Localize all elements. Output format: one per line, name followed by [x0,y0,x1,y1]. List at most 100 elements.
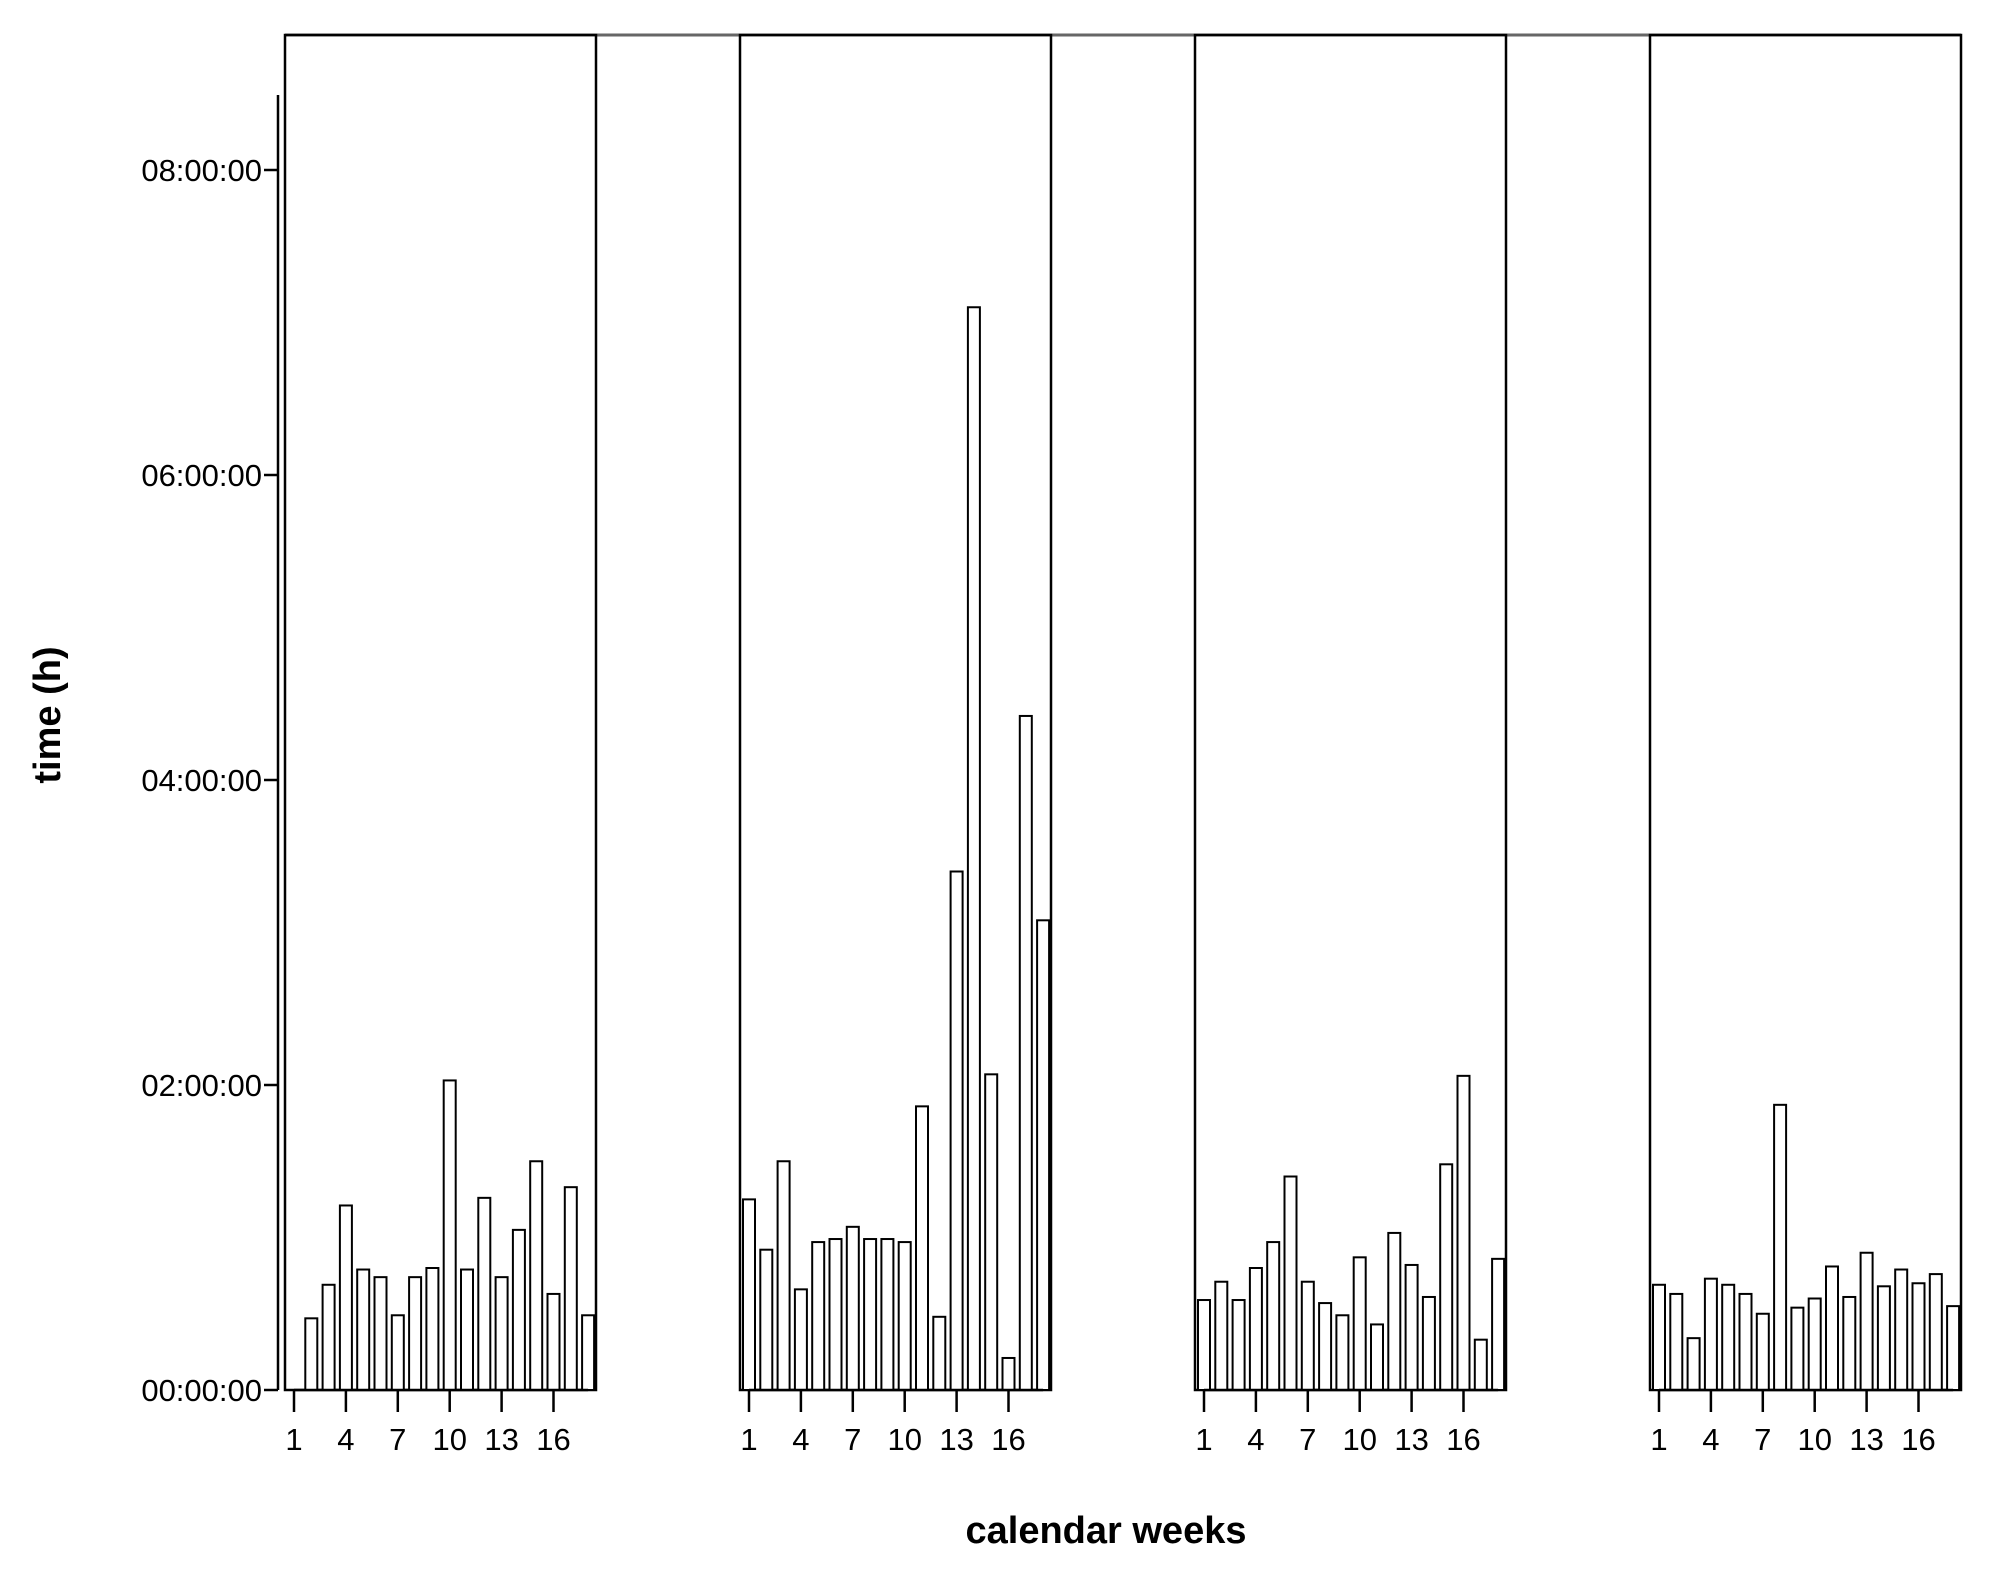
y-tick-label: 00:00:00 [141,1373,262,1408]
bar-panel1-week14 [511,1228,526,1391]
bar-panel3-week6 [1283,1175,1298,1391]
y-tick-label: 08:00:00 [141,153,262,188]
bar-panel3-week1 [1197,1299,1211,1392]
bar-panel2-week7 [845,1225,860,1391]
bar-panel1-week6 [373,1276,388,1392]
bar-panel4-week1 [1652,1283,1666,1392]
bar-panel2-week1 [742,1198,756,1391]
bar-panel4-week6 [1738,1292,1753,1392]
bar-panel3-week13 [1404,1263,1419,1391]
bar-panel4-week12 [1842,1295,1857,1391]
bar-panel3-week5 [1266,1241,1281,1391]
bar-panel4-week13 [1859,1251,1874,1391]
bar-panel4-week8 [1773,1103,1788,1391]
x-tick-label: 1 [1195,1422,1212,1457]
bar-panel1-week13 [494,1276,509,1392]
x-tick-label: 7 [1754,1422,1771,1457]
bar-panel4-week7 [1755,1312,1770,1391]
y-axis: 00:00:00 02:00:00 04:00:00 06:00:00 08:00:00 [141,95,280,1408]
x-axis-title: calendar weeks [966,1510,1247,1552]
bar-panel2-week3 [776,1160,791,1391]
x-tick-label: 1 [1650,1422,1667,1457]
y-tick-label: 06:00:00 [141,458,262,493]
x-tick-label: 10 [1342,1422,1376,1457]
bar-panel1-week3 [321,1283,336,1392]
x-tick-label: 7 [1299,1422,1316,1457]
x-tick-label: 7 [844,1422,861,1457]
x-tick-label: 1 [740,1422,757,1457]
x-tick-label: 16 [991,1422,1025,1457]
x-tick-label: 13 [1394,1422,1428,1457]
panel-frame-1 [283,33,598,1392]
bar-panel1-week10 [442,1079,457,1392]
bar-panel1-week2 [304,1317,319,1391]
x-tick-label: 10 [887,1422,921,1457]
bar-panel4-week15 [1894,1268,1909,1392]
bar-panel1-week8 [408,1276,423,1392]
bar-panel3-week8 [1318,1302,1333,1391]
x-tick-label: 13 [939,1422,973,1457]
bar-panel2-week16 [1001,1356,1016,1391]
bar-panel4-week18 [1946,1305,1961,1391]
panel-frame-4 [1648,33,1963,1392]
x-tick-label: 4 [1247,1422,1264,1457]
bar-panel2-week15 [984,1073,999,1391]
bar-panel2-week2 [759,1248,774,1391]
x-tick-label: 16 [536,1422,570,1457]
bar-panel1-week18 [581,1314,596,1392]
x-tick-label: 10 [1797,1422,1831,1457]
y-tick-label: 02:00:00 [141,1068,262,1103]
bar-panel2-week14 [966,306,981,1391]
x-tick-label: 7 [389,1422,406,1457]
bar-panel3-week9 [1335,1314,1350,1392]
bar-panel1-week5 [356,1268,371,1392]
bar-panel3-week3 [1231,1299,1246,1392]
bar-panel2-week6 [828,1238,843,1392]
x-tick-label: 16 [1901,1422,1935,1457]
x-tick-label: 4 [1702,1422,1719,1457]
x-tick-label: 16 [1446,1422,1480,1457]
x-tick-label: 4 [792,1422,809,1457]
bars [304,306,1961,1392]
bar-panel3-week11 [1370,1323,1384,1392]
bar-panel4-week16 [1911,1282,1926,1391]
bar-panel3-week14 [1421,1295,1436,1391]
bar-panel2-week9 [880,1238,895,1392]
bar-panel3-week18 [1491,1257,1506,1391]
bar-panel3-week2 [1214,1280,1229,1391]
bar-panel1-week17 [563,1186,578,1392]
y-tick-label: 04:00:00 [141,763,262,798]
bar-panel1-week9 [425,1267,440,1391]
bar-panel3-week17 [1473,1338,1488,1392]
bar-panel3-week10 [1352,1256,1367,1391]
bar-panel4-week9 [1790,1306,1805,1392]
x-tick-label: 13 [484,1422,518,1457]
bar-panel4-week5 [1721,1283,1736,1392]
x-axes: 1 4 7 10 13 16 1 4 7 10 13 16 1 4 7 10 13 16 1 4 7 10 13 16 [285,1388,1954,1457]
bar-panel3-week7 [1300,1280,1315,1391]
x-tick-label: 1 [285,1422,302,1457]
bar-panel3-week12 [1387,1231,1402,1392]
bar-panel1-week15 [529,1160,544,1391]
bar-panel4-week4 [1703,1277,1718,1392]
bar-panel4-week14 [1876,1285,1891,1392]
bar-panel4-week10 [1807,1297,1822,1391]
bar-panel2-week4 [793,1288,808,1391]
bar-panel2-week10 [897,1241,912,1391]
bar-panel4-week17 [1928,1273,1943,1391]
x-tick-label: 13 [1849,1422,1883,1457]
x-tick-label: 10 [432,1422,466,1457]
bar-panel2-week18 [1036,919,1051,1391]
bar-panel4-week2 [1669,1292,1684,1392]
bar-panel1-week16 [546,1292,561,1392]
bar-panel2-week17 [1018,714,1033,1391]
bar-panel2-week12 [932,1315,947,1392]
bar-panel4-week11 [1825,1265,1839,1391]
bar-panel1-week12 [477,1196,492,1391]
bar-panel2-week8 [863,1238,878,1392]
bar-panel1-week4 [338,1204,353,1391]
bar-panel3-week4 [1248,1267,1263,1391]
bar-panel3-week15 [1439,1163,1454,1392]
bar-panel3-week16 [1456,1074,1471,1391]
